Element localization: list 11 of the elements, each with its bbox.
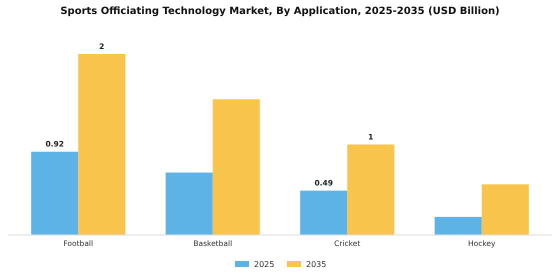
bar (434, 216, 482, 235)
bar (300, 190, 348, 235)
bar (31, 152, 78, 235)
legend-label: 2025 (254, 260, 274, 269)
bar (212, 99, 260, 235)
legend-label: 2035 (306, 260, 326, 269)
bar (166, 172, 213, 235)
chart-title: Sports Officiating Technology Market, By Application, 2025-2035 (USD Billion) (60, 6, 500, 17)
bar (482, 184, 529, 235)
bar (78, 54, 126, 235)
bar (347, 144, 394, 235)
